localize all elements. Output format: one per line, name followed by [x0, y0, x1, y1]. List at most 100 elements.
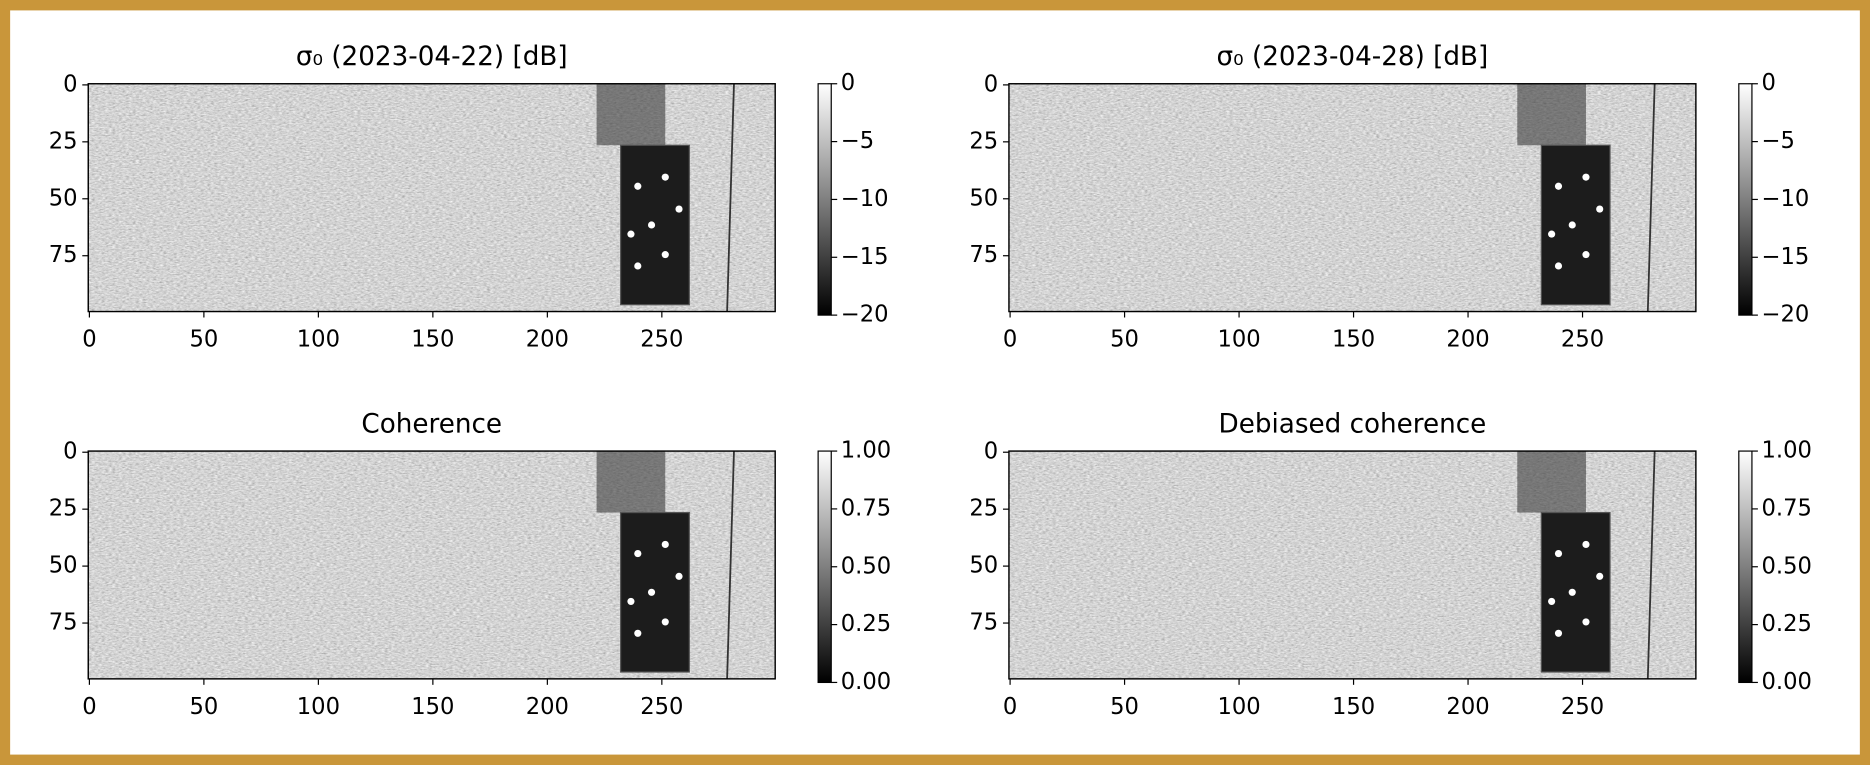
image-spot — [1554, 262, 1563, 270]
x-tick-label: 100 — [1217, 694, 1260, 720]
image-spot — [661, 173, 669, 181]
image-spot — [1582, 618, 1590, 626]
y-tick-label: 0 — [63, 439, 77, 465]
y-tick-label: 50 — [969, 185, 998, 211]
image-spot — [634, 262, 642, 270]
image-spot — [1554, 182, 1563, 190]
y-tick-label: 50 — [49, 185, 78, 211]
axes-frame — [1008, 450, 1697, 680]
colorbar-tick-label: −15 — [1761, 244, 1809, 270]
colorbar-tick-label: 0.25 — [1761, 611, 1811, 637]
y-tick-label: 25 — [49, 128, 78, 154]
image-spot — [1596, 205, 1604, 213]
x-tick-label: 100 — [1217, 327, 1260, 353]
image-spot — [1548, 597, 1556, 605]
colorbar-tick-label: 0.25 — [841, 611, 891, 637]
image-spot — [1568, 221, 1576, 229]
axes-frame — [87, 83, 776, 313]
colorbar-tick-label: 0 — [1761, 70, 1775, 96]
image-spot — [634, 629, 642, 637]
panel-title: σ₀ (2023-04-28) [dB] — [1217, 42, 1489, 72]
x-tick-label: 250 — [1561, 327, 1604, 353]
y-tick-label: 25 — [969, 128, 998, 154]
image-spot — [1548, 230, 1556, 238]
panel-title: σ₀ (2023-04-22) [dB] — [296, 42, 568, 72]
image-spot — [1582, 173, 1590, 181]
y-tick-label: 75 — [49, 242, 78, 268]
axes-frame — [87, 450, 776, 680]
image-stripe — [1646, 83, 1656, 312]
panel-title: Coherence — [361, 409, 502, 439]
colorbar-tick-label: −20 — [841, 302, 889, 328]
axes-frame — [1008, 83, 1697, 313]
x-tick-label: 150 — [1332, 694, 1375, 720]
x-tick-label: 50 — [189, 327, 218, 353]
image-region — [1517, 451, 1586, 513]
image-spot — [1596, 572, 1604, 580]
image-spot — [1582, 251, 1590, 259]
x-tick-label: 200 — [1446, 694, 1489, 720]
y-tick-label: 0 — [984, 71, 998, 97]
image-region — [596, 83, 666, 146]
image-spot — [675, 572, 683, 580]
colorbar-tick-label: −5 — [841, 128, 874, 154]
image-region — [1517, 83, 1586, 146]
image-spot — [1568, 588, 1576, 596]
x-tick-label: 100 — [297, 694, 340, 720]
image-region — [596, 451, 666, 513]
x-tick-label: 50 — [189, 694, 218, 720]
x-tick-label: 0 — [1003, 694, 1017, 720]
image-spot — [647, 588, 656, 596]
image-spot — [661, 540, 669, 549]
image-spot — [634, 182, 642, 190]
y-tick-label: 75 — [49, 610, 78, 636]
colorbar-tick-label: 0.00 — [1761, 669, 1811, 695]
colorbar-tick-label: −15 — [841, 244, 889, 270]
x-tick-label: 150 — [1332, 327, 1375, 353]
image-spot — [627, 597, 635, 605]
colorbar-tick-label: −10 — [1761, 186, 1809, 212]
x-tick-label: 0 — [1003, 327, 1017, 353]
y-tick-label: 50 — [969, 553, 998, 579]
x-tick-label: 50 — [1110, 327, 1139, 353]
image-spot — [1582, 540, 1590, 549]
colorbar — [817, 450, 832, 684]
x-tick-label: 250 — [640, 327, 683, 353]
x-tick-label: 200 — [1446, 327, 1489, 353]
x-tick-label: 250 — [640, 694, 683, 720]
panel-title: Debiased coherence — [1219, 409, 1487, 439]
colorbar-tick-label: 0 — [841, 70, 855, 96]
colorbar-tick-label: −5 — [1761, 128, 1794, 154]
image-spot — [661, 618, 669, 626]
y-tick-label: 0 — [63, 71, 77, 97]
colorbar-tick-label: 0.00 — [841, 669, 891, 695]
x-tick-label: 50 — [1110, 694, 1139, 720]
colorbar-tick-label: 0.50 — [841, 553, 891, 579]
y-tick-label: 25 — [49, 496, 78, 522]
x-tick-label: 200 — [526, 327, 569, 353]
x-tick-label: 150 — [411, 327, 454, 353]
y-tick-label: 0 — [984, 439, 998, 465]
image-stripe — [726, 83, 735, 312]
colorbar — [1738, 83, 1753, 316]
image-spot — [634, 550, 642, 558]
y-tick-label: 75 — [969, 610, 998, 636]
y-tick-label: 25 — [969, 496, 998, 522]
colorbar-tick-label: 1.00 — [841, 438, 891, 464]
image-spot — [1554, 629, 1563, 637]
image-spot — [1554, 550, 1563, 558]
x-tick-label: 0 — [82, 327, 96, 353]
x-tick-label: 100 — [297, 327, 340, 353]
image-stripe — [1646, 451, 1656, 679]
colorbar-tick-label: 0.50 — [1761, 553, 1811, 579]
colorbar-tick-label: 0.75 — [1761, 495, 1811, 521]
image-spot — [661, 251, 669, 259]
image-stripe — [726, 451, 735, 679]
image-spot — [675, 205, 683, 213]
image-spot — [627, 230, 635, 238]
colorbar — [1738, 450, 1753, 684]
colorbar-tick-label: 0.75 — [841, 495, 891, 521]
colorbar — [817, 83, 832, 316]
